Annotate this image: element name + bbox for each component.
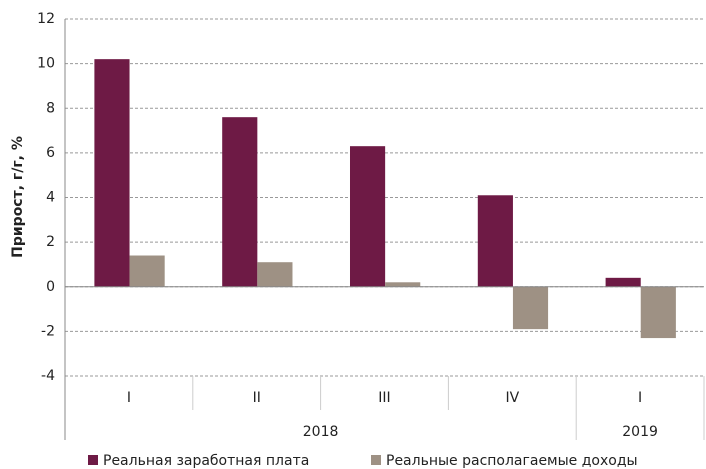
y-tick-label: 6 (46, 145, 55, 161)
y-tick-label: 2 (46, 234, 55, 250)
bar (640, 286, 676, 339)
y-tick-label: 8 (46, 100, 55, 116)
x-tick-label: I (127, 390, 131, 406)
y-axis-label: Прирост, г/г, % (10, 136, 26, 258)
bar (257, 262, 293, 287)
x-tick-label: III (378, 390, 390, 406)
legend-label: Реальная заработная плата (103, 453, 309, 469)
bar (605, 277, 641, 287)
bar (512, 286, 549, 330)
legend-label: Реальные располагаемые доходы (386, 453, 638, 469)
y-tick-label: 4 (46, 190, 55, 206)
x-tick-label: IV (505, 390, 519, 406)
y-tick-label: 0 (46, 279, 55, 295)
x-group-label: 2019 (622, 424, 658, 440)
x-group-label: 2018 (303, 424, 339, 440)
bar (477, 195, 513, 287)
y-tick-label: -4 (41, 368, 55, 384)
bar (94, 59, 130, 287)
bar (385, 282, 421, 287)
x-tick-label: II (253, 390, 261, 406)
y-tick-label: 10 (37, 56, 55, 72)
y-tick-label: 12 (37, 11, 55, 27)
bar (349, 146, 386, 287)
legend-swatch (371, 455, 381, 465)
bar (129, 255, 165, 287)
x-tick-label: I (638, 390, 642, 406)
bar (222, 117, 258, 287)
y-tick-label: -2 (41, 323, 55, 339)
legend-swatch (88, 455, 98, 465)
